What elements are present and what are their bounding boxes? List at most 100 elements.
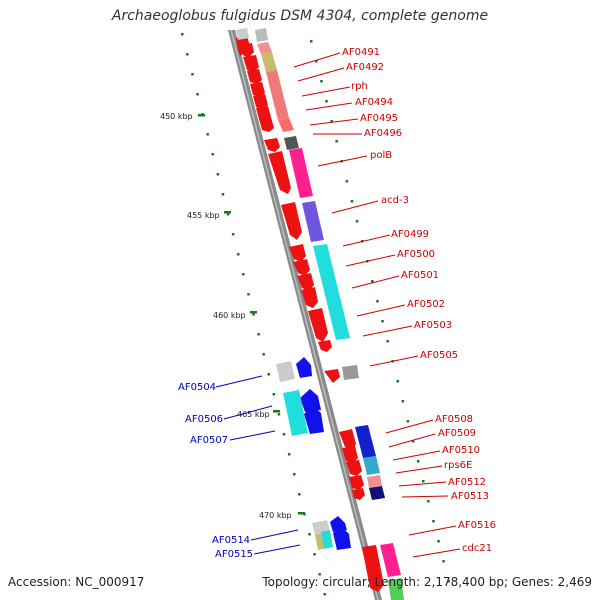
scale-tick [181,33,184,36]
gene-label-AF0509: AF0509 [438,428,476,439]
scale-tick [381,320,384,323]
gene-label-AF0506: AF0506 [185,414,223,425]
scale-tick [335,140,338,143]
scale-tick [247,293,250,296]
scale-tick [442,560,445,563]
gene-arrow [349,475,364,490]
gene-arrow [318,340,332,352]
gene-arrow [250,82,265,97]
gene-arrow [346,460,362,476]
gene-arrow [300,389,321,412]
scale-tick [196,93,199,96]
scale-tick [191,73,194,76]
gene-label-AF0491: AF0491 [342,47,380,58]
gene-label-rps6E: rps6E [444,460,472,471]
scale-tick [231,233,235,236]
scale-tick [323,593,326,596]
gene-arrow [293,259,310,276]
gene-arrow [283,390,308,436]
gene-label-AF0508: AF0508 [435,414,473,425]
gene-label-AF0503: AF0503 [414,320,452,331]
gene-arrow [240,43,254,58]
scale-tick [298,493,301,496]
gene-label-rph: rph [351,81,368,92]
gene-label-AF0516: AF0516 [458,520,496,531]
gene-arrow [243,55,259,72]
track-tops [236,28,268,42]
gene-arrow [352,488,365,500]
gene-label-AF0510: AF0510 [442,445,480,456]
gene-arrow [289,244,306,262]
gene-arrow [281,202,302,240]
gene-label-cdc21: cdc21 [462,543,492,554]
scale-tick [267,373,270,376]
right-labels: AF0491 AF0492 rph AF0494 AF0495 AF0496 p… [342,47,496,554]
right-leaders [293,52,461,558]
gene-label-AF0502: AF0502 [407,299,445,310]
scale-tick [211,153,214,156]
scale-tick [221,193,225,196]
scale-tick [371,280,374,283]
scale-tick [252,313,255,316]
gene-arrow [342,446,358,463]
scale-tick [262,353,265,356]
scale-tick [411,440,415,443]
scale-tick [308,533,311,536]
left-leaders [215,375,301,555]
gene-label-AF0500: AF0500 [397,249,435,260]
gene-label-AF0501: AF0501 [401,270,439,281]
gene-label-AF0512: AF0512 [448,477,486,488]
forward-genes [236,36,384,592]
scale-tick [406,420,410,423]
left-labels: AF0504 AF0506 AF0507 AF0514 AF0515 [178,382,253,560]
gene-arrow [362,545,384,592]
gene-label-AF0494: AF0494 [355,97,393,108]
scale-tick [432,520,435,523]
genome-summary-text: Topology: circular; Length: 2,178,400 bp… [262,575,592,589]
scale-tick [226,213,230,216]
scale-tick [242,273,245,276]
gene-arrow [296,357,312,378]
map-title: Archaeoglobus fulgidus DSM 4304, complet… [111,8,489,24]
scale-tick [355,220,359,223]
gene-arrow [324,369,340,383]
scale-label-465: 465 kbp [237,410,270,419]
gene-label-polB: polB [370,150,392,161]
gene-label-acd-3: acd-3 [381,195,409,206]
scale-tick [216,173,220,176]
gene-arrow [256,106,271,121]
scale-tick [447,580,450,583]
scale-tick [206,133,209,136]
scale-tick [313,553,316,556]
gene-arrow [276,361,295,382]
scale-tick [376,300,379,303]
scale-tick [325,100,328,103]
gene-arrow [339,429,356,449]
gene-arrow [301,287,318,308]
scale-tick [272,393,276,396]
scale-tick [427,500,430,503]
gene-label-AF0499: AF0499 [391,229,429,240]
scale-label-460: 460 kbp [213,311,246,320]
forward-track [257,42,404,600]
scale-ticks-right [310,40,450,583]
scale-tick [437,540,440,543]
reverse-genes [276,357,351,550]
scale-tick [293,473,296,476]
scale-tick [320,80,323,83]
gene-arrow [321,530,333,549]
scale-tick [186,53,189,56]
scale-tick [315,60,318,63]
scale-tick [318,573,321,576]
scale-tick [310,40,313,43]
gene-arrow [247,69,262,84]
gene-arrow [304,406,324,434]
gene-label-AF0495: AF0495 [360,113,398,124]
accession-text: Accession: NC_000917 [8,575,145,589]
gene-arrow [259,117,274,132]
gene-label-AF0507: AF0507 [190,435,228,446]
gene-arrow [264,138,280,152]
scale-tick [350,200,354,203]
scale-tick [287,453,291,456]
